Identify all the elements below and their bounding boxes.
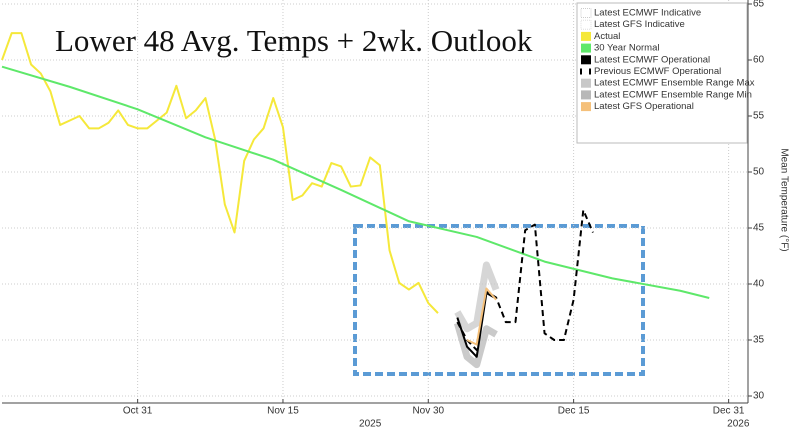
series-line: [456, 291, 497, 358]
legend-label: Latest ECMWF Indicative: [594, 8, 701, 19]
y-tick-label: 45: [753, 223, 765, 234]
y-axis-label: Mean Temperature (°F): [778, 148, 789, 251]
legend-swatch: [581, 102, 591, 112]
y-tick-label: 30: [753, 391, 765, 402]
legend-label: Latest GFS Operational: [594, 101, 694, 112]
legend-swatch: [580, 8, 592, 18]
y-tick-label: 65: [753, 0, 765, 10]
x-year-label: 2026: [727, 419, 750, 430]
legend-label: Latest GFS Indicative: [594, 19, 685, 30]
x-tick-label: Nov 30: [412, 406, 444, 417]
y-tick-label: 60: [753, 55, 765, 66]
chart-title: Lower 48 Avg. Temps + 2wk. Outlook: [55, 23, 533, 58]
y-tick-label: 50: [753, 167, 765, 178]
y-tick-label: 40: [753, 279, 765, 290]
legend-label: Latest ECMWF Operational: [594, 54, 710, 65]
legend-label: Previous ECMWF Operational: [594, 66, 721, 77]
x-year-label: 2025: [359, 419, 382, 430]
legend-swatch: [581, 78, 591, 88]
legend-label: Actual: [594, 31, 620, 42]
legend-swatch: [580, 68, 591, 75]
highlight-box: [353, 224, 645, 376]
legend-swatch: [581, 43, 591, 53]
series-line: [456, 209, 594, 352]
legend-label: Latest ECMWF Ensemble Range Min: [594, 89, 752, 100]
legend-swatch: [581, 31, 591, 41]
legend: [576, 2, 748, 144]
x-tick-label: Nov 15: [267, 406, 299, 417]
series-line: [1, 32, 439, 314]
legend-label: 30 Year Normal: [594, 43, 659, 54]
legend-swatch: [580, 19, 592, 30]
x-tick-label: Oct 31: [123, 406, 153, 417]
range-line: [454, 261, 500, 333]
series-line: [466, 287, 497, 346]
y-tick-label: 55: [753, 111, 765, 122]
y-tick-label: 35: [753, 335, 765, 346]
legend-label: Latest ECMWF Ensemble Range Max: [594, 78, 755, 89]
x-tick-label: Dec 31: [713, 406, 745, 417]
legend-swatch: [581, 90, 591, 100]
range-line: [453, 322, 498, 369]
series-line: [1, 65, 710, 299]
legend-swatch: [581, 55, 591, 65]
x-tick-label: Dec 15: [558, 406, 590, 417]
